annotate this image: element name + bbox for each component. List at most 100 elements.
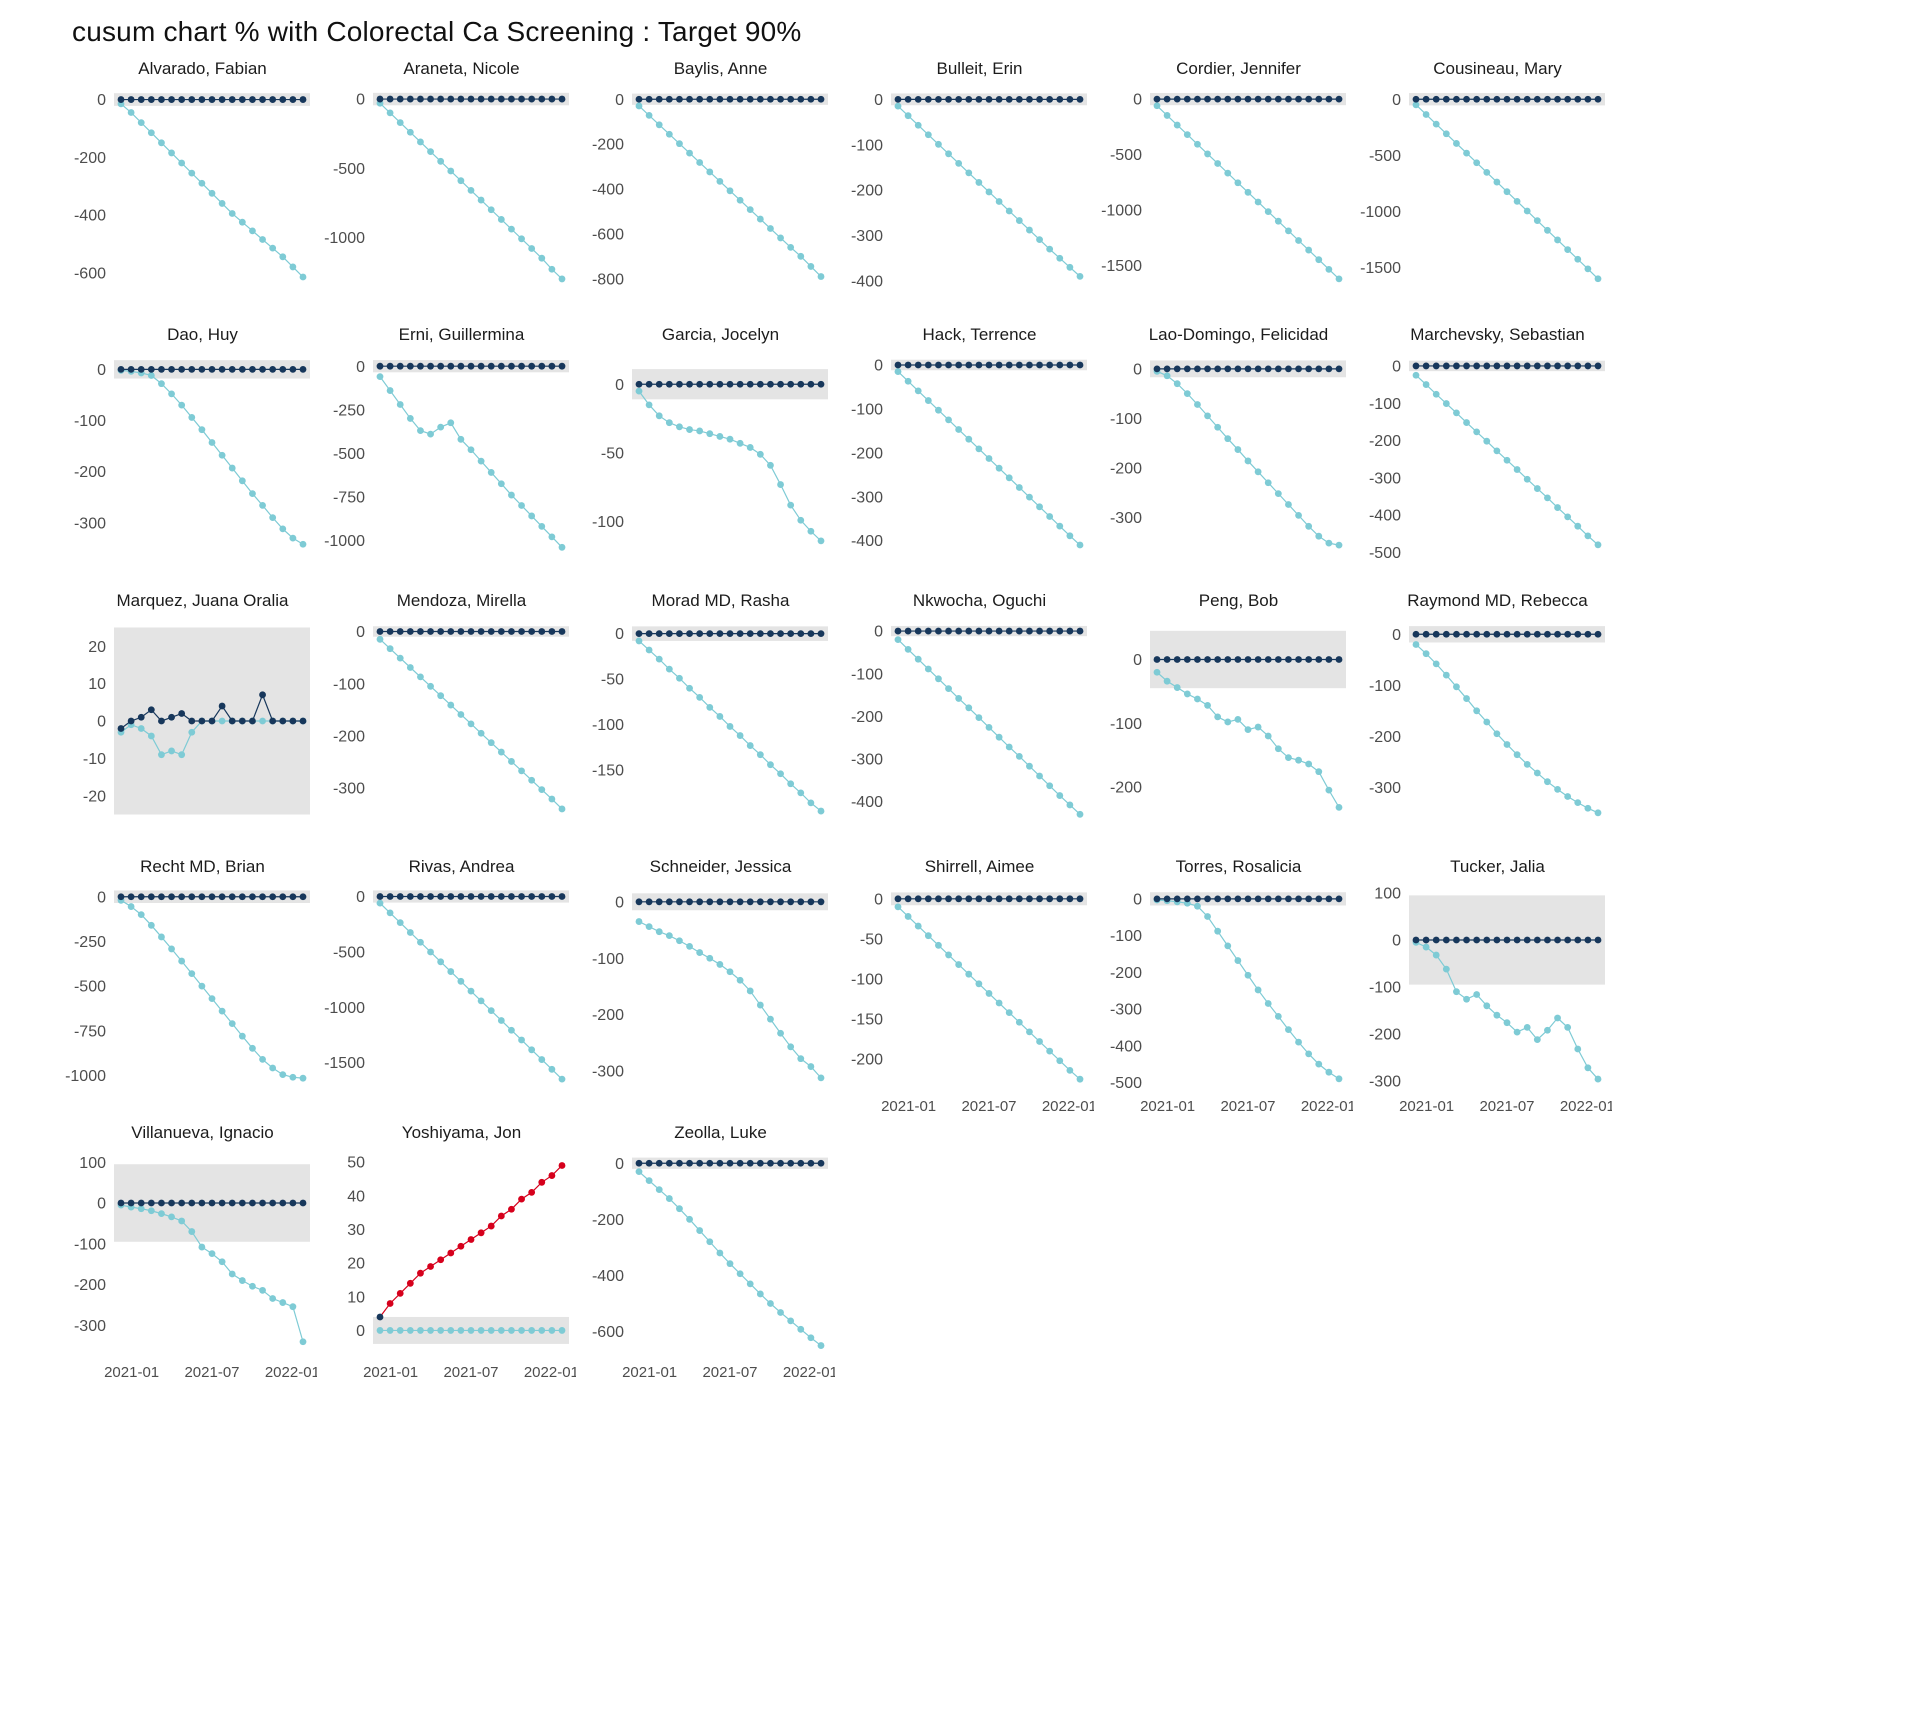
navy-series-point (945, 95, 952, 103)
cyan-series-point (756, 215, 764, 223)
navy-series-point (1463, 936, 1470, 944)
navy-series-point (767, 95, 774, 103)
cyan-series-point (787, 1317, 795, 1325)
navy-series-point (797, 95, 805, 103)
facet-plot: 0 -500 -1000 -1500 (1360, 92, 1605, 283)
cyan-series-point (538, 1327, 546, 1334)
cyan-series-point (1513, 197, 1521, 205)
navy-series-point (975, 95, 983, 103)
navy-series-point (1295, 895, 1302, 903)
cyan-series-point (1285, 754, 1292, 762)
navy-series-point (1325, 656, 1333, 663)
navy-series-point (376, 893, 384, 900)
navy-series-point (406, 362, 414, 370)
navy-series-point (406, 893, 414, 900)
navy-series-point (188, 717, 196, 725)
cyan-series-point (299, 540, 307, 548)
cyan-series-point (686, 684, 693, 692)
cyan-series-point (767, 1015, 774, 1023)
navy-series-point (218, 702, 226, 710)
cyan-series-point (198, 1243, 206, 1251)
navy-series-point (447, 893, 455, 900)
cyan-series-point (467, 446, 475, 454)
cyan-series-point (1234, 179, 1242, 187)
cyan-series-point (1244, 726, 1252, 734)
cyan-series-point (427, 682, 434, 690)
cyan-series-point (1432, 660, 1440, 668)
y-tick-label: 10 (347, 1289, 365, 1306)
navy-series-point (386, 628, 394, 635)
navy-series-point (904, 627, 912, 635)
navy-series-point (665, 380, 673, 388)
cyan-series-point (497, 216, 505, 223)
navy-series-point (1503, 95, 1511, 103)
navy-series-point (1066, 627, 1074, 635)
navy-series-point (1285, 365, 1292, 373)
cyan-series-point (1412, 371, 1420, 379)
cyan-series-point (1285, 227, 1292, 235)
cyan-series-point (218, 717, 226, 725)
navy-series-point (1046, 627, 1054, 635)
navy-series-point (1315, 895, 1323, 903)
y-tick-label: -100 (1369, 396, 1401, 413)
cyan-series-point (457, 711, 465, 718)
cyan-series-point (427, 148, 434, 156)
cyan-series-point (1046, 245, 1054, 253)
cyan-series-point (894, 102, 902, 110)
navy-series-point (945, 361, 952, 369)
cyan-series-point (477, 997, 485, 1005)
navy-series-point (427, 628, 434, 635)
facet-panel: Garcia, Jocelyn 0 -50 -100 (576, 322, 835, 588)
cyan-series-point (279, 253, 287, 261)
y-tick-label: -200 (851, 1052, 883, 1069)
cyan-series-point (1295, 512, 1302, 519)
navy-series-point (696, 630, 704, 638)
y-tick-label: 0 (615, 377, 624, 394)
y-tick-label: -1000 (324, 533, 365, 550)
navy-series-point (1483, 95, 1491, 103)
cyan-series-point (1422, 381, 1430, 388)
cyan-series-point (279, 1299, 287, 1306)
cyan-series-point (1513, 1028, 1521, 1036)
cyan-series-line (1415, 644, 1599, 814)
navy-series-point (716, 1159, 724, 1167)
navy-series-point (497, 95, 505, 103)
cyan-series-point (1442, 671, 1450, 679)
cyan-series-point (1005, 207, 1013, 215)
cyan-series-point (1335, 1075, 1343, 1083)
navy-series-point (1574, 95, 1582, 103)
cyan-series-point (1224, 169, 1232, 177)
navy-series-point (706, 95, 714, 103)
cyan-series-point (1173, 380, 1181, 388)
x-tick-label: 2022-01 (783, 1364, 835, 1381)
cyan-series-point (208, 189, 216, 197)
navy-series-point (178, 893, 186, 901)
red-series-point (548, 1172, 556, 1179)
cyan-series-point (665, 130, 673, 138)
navy-series-point (1533, 362, 1541, 370)
navy-series-point (147, 706, 155, 714)
x-tick-label: 2021-01 (881, 1098, 936, 1115)
cyan-series-point (548, 533, 556, 541)
cyan-series-point (696, 427, 704, 435)
cyan-series-point (945, 951, 952, 959)
cyan-series-point (147, 921, 155, 929)
navy-series-point (665, 898, 673, 906)
navy-series-point (716, 898, 724, 906)
y-tick-label: 0 (356, 359, 365, 376)
red-series-point (406, 1279, 414, 1287)
cyan-series-point (249, 227, 256, 235)
navy-series-point (1026, 895, 1033, 903)
navy-series-point (487, 95, 495, 103)
facet-plot: 0 -500 -1000 (324, 92, 569, 283)
cyan-series-point (259, 1055, 266, 1063)
cyan-series-point (985, 188, 993, 196)
y-tick-label: 0 (1392, 359, 1401, 376)
navy-series-point (1432, 362, 1440, 370)
cyan-series-point (1315, 532, 1323, 540)
navy-series-point (716, 630, 724, 638)
y-tick-label: 0 (1392, 627, 1401, 644)
navy-series-point (686, 95, 693, 103)
navy-series-point (1173, 95, 1181, 103)
navy-series-point (518, 893, 525, 900)
